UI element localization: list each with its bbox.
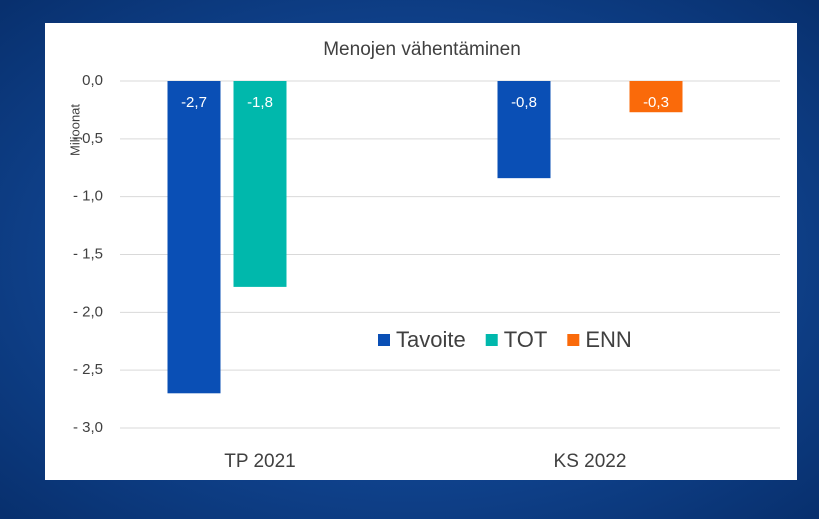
legend-label: ENN	[585, 327, 631, 352]
bar	[233, 81, 287, 287]
y-tick-label: - 0,5	[73, 130, 103, 147]
y-tick-label: 0,0	[82, 72, 103, 89]
y-tick-label: - 2,0	[73, 303, 103, 320]
bar	[629, 81, 683, 113]
data-label: -0,8	[511, 94, 537, 111]
y-tick-label: - 2,5	[73, 361, 103, 378]
chart-area	[45, 23, 797, 480]
data-label: -1,8	[247, 94, 273, 111]
legend-label: Tavoite	[396, 327, 466, 352]
x-tick-label: KS 2022	[554, 451, 627, 472]
data-label: -2,7	[181, 94, 207, 111]
legend-swatch	[378, 334, 390, 346]
legend-label: TOT	[504, 327, 548, 352]
y-axis-label: Miljoonat	[67, 104, 82, 156]
y-tick-label: - 1,0	[73, 188, 103, 205]
legend-swatch	[485, 334, 498, 346]
x-tick-label: TP 2021	[224, 451, 295, 472]
chart-title: Menojen vähentäminen	[323, 39, 521, 60]
bar	[167, 81, 221, 394]
bar	[497, 81, 551, 179]
y-tick-label: - 3,0	[73, 419, 103, 436]
y-tick-label: - 1,5	[73, 245, 103, 262]
data-label: -0,3	[643, 94, 669, 111]
legend-swatch	[567, 334, 580, 346]
